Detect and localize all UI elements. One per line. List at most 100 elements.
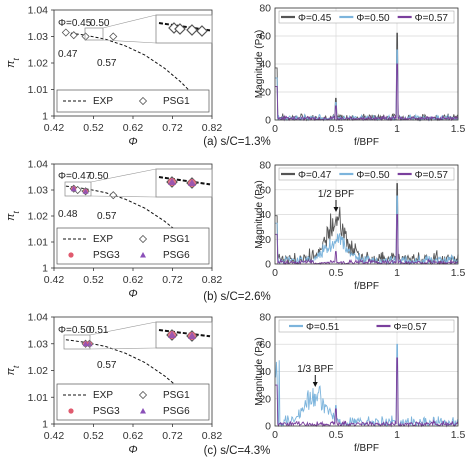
point-label: 0.51 bbox=[89, 325, 109, 336]
x-tick-label: 0.5 bbox=[329, 429, 344, 441]
point-label: Φ=0.47 bbox=[58, 171, 92, 182]
x-tick-label: 0.5 bbox=[329, 267, 344, 279]
y-tick-label: 1 bbox=[42, 419, 48, 431]
x-tick-label: 0.72 bbox=[162, 274, 183, 286]
y-tick-label: 1.01 bbox=[28, 237, 49, 249]
x-tick-label: 1 bbox=[394, 267, 400, 279]
y-tick-label: 20 bbox=[259, 234, 271, 246]
legend-label: Φ=0.47 bbox=[298, 170, 332, 181]
inset-exp-curve bbox=[158, 176, 211, 186]
legend-box bbox=[278, 10, 455, 24]
psg1-point bbox=[69, 31, 78, 40]
x-tick-label: 0.5 bbox=[329, 123, 344, 135]
zoom-region-box bbox=[64, 181, 92, 197]
x-tick-label: 1 bbox=[394, 429, 400, 441]
y-tick-label: 0 bbox=[265, 259, 271, 271]
zoom-connector bbox=[102, 14, 157, 29]
y-tick-label: 1.02 bbox=[28, 211, 49, 223]
zoom-region-box bbox=[63, 334, 91, 350]
psg6-point bbox=[82, 188, 89, 194]
x-tick-label: 0.82 bbox=[202, 274, 223, 286]
x-tick-label: 0.52 bbox=[83, 274, 104, 286]
point-label: Φ=0.50 bbox=[58, 325, 92, 336]
spectrum-line bbox=[275, 214, 459, 266]
legend-label: PSG6 bbox=[163, 250, 190, 261]
legend-label: EXP bbox=[93, 234, 113, 245]
legend-label: PSG1 bbox=[163, 234, 190, 245]
x-tick-label: 0.62 bbox=[123, 430, 144, 442]
zoom-connector bbox=[89, 347, 157, 350]
y-tick-label: 60 bbox=[259, 184, 271, 196]
y-tick-label: 1.03 bbox=[28, 185, 49, 197]
spectrum-line bbox=[275, 32, 459, 122]
psg6-point bbox=[86, 340, 93, 347]
inset-psg6-point bbox=[168, 331, 176, 338]
inset-psg1-point bbox=[196, 25, 208, 37]
legend-label: Φ=0.51 bbox=[306, 322, 340, 333]
psg6-point bbox=[70, 185, 77, 192]
x-tick-label: 0 bbox=[272, 267, 278, 279]
spectrum-line bbox=[275, 357, 459, 428]
x-tick-label: 0.72 bbox=[162, 430, 183, 442]
spectrum-line bbox=[275, 343, 459, 428]
point-label: 0.50 bbox=[90, 18, 110, 29]
inset-psg1-point bbox=[174, 23, 186, 35]
zoom-connector bbox=[90, 168, 157, 183]
legend-label: Φ=0.57 bbox=[415, 170, 449, 181]
point-label: 0.50 bbox=[89, 171, 109, 182]
x-tick-label: 1.5 bbox=[451, 123, 466, 135]
legend-label: PSG1 bbox=[163, 390, 190, 401]
psg1-point bbox=[61, 28, 70, 37]
x-tick-label: 1.5 bbox=[451, 429, 466, 441]
y-tick-label: 60 bbox=[259, 339, 271, 351]
psg1-point bbox=[81, 32, 90, 41]
zoom-connector bbox=[89, 321, 157, 336]
legend-box bbox=[278, 167, 455, 181]
legend-psg1-swatch bbox=[138, 234, 148, 244]
panel-caption: (a) s/C=1.3% bbox=[203, 136, 270, 148]
legend-label: Φ=0.50 bbox=[356, 170, 390, 181]
inset-psg6-point bbox=[188, 332, 196, 339]
point-label: 0.48 bbox=[58, 209, 78, 220]
plot-frame bbox=[274, 164, 459, 265]
legend-label: PSG1 bbox=[163, 96, 190, 107]
zoom-connector bbox=[102, 39, 157, 44]
psg6-point bbox=[82, 340, 89, 347]
psg1-point bbox=[109, 32, 118, 41]
y-tick-label: 80 bbox=[259, 3, 271, 15]
spectrum-line bbox=[275, 63, 459, 122]
y-tick-label: 1.04 bbox=[28, 159, 49, 171]
y-tick-label: 20 bbox=[259, 393, 271, 405]
y-axis-label: Magnitude (Pa) bbox=[254, 337, 265, 405]
y-tick-label: 1.03 bbox=[28, 31, 49, 43]
y-tick-label: 20 bbox=[259, 87, 271, 99]
x-tick-label: 0 bbox=[272, 123, 278, 135]
y-tick-label: 1.01 bbox=[28, 84, 49, 96]
zoom-region-box bbox=[84, 27, 104, 41]
y-tick-label: 40 bbox=[259, 366, 271, 378]
inset-psg1-point bbox=[186, 24, 198, 36]
x-axis-label: Φ bbox=[128, 444, 137, 456]
x-axis-label: Φ bbox=[128, 288, 137, 300]
y-tick-label: 1.04 bbox=[28, 5, 49, 17]
y-axis-label: πt bbox=[5, 57, 21, 67]
y-tick-label: 80 bbox=[259, 312, 271, 324]
x-tick-label: 0.52 bbox=[83, 122, 104, 134]
inset-psg6-point bbox=[168, 178, 176, 185]
x-axis-label: Φ bbox=[128, 136, 137, 148]
legend-psg6-swatch bbox=[140, 408, 146, 414]
legend-box bbox=[56, 383, 210, 421]
legend-label: EXP bbox=[93, 96, 113, 107]
x-tick-label: 0.82 bbox=[202, 430, 223, 442]
x-tick-label: 0.42 bbox=[44, 122, 65, 134]
legend-label: EXP bbox=[93, 390, 113, 401]
point-label: Φ=0.45 bbox=[58, 18, 92, 29]
plot-frame bbox=[274, 316, 459, 427]
y-axis-label: πt bbox=[5, 210, 21, 220]
x-tick-label: 0.62 bbox=[123, 274, 144, 286]
y-tick-label: 0 bbox=[265, 115, 271, 127]
spectrum-line bbox=[275, 49, 459, 122]
y-tick-label: 1 bbox=[42, 111, 48, 123]
legend-label: Φ=0.50 bbox=[356, 13, 390, 24]
legend-psg3-swatch bbox=[68, 252, 74, 258]
